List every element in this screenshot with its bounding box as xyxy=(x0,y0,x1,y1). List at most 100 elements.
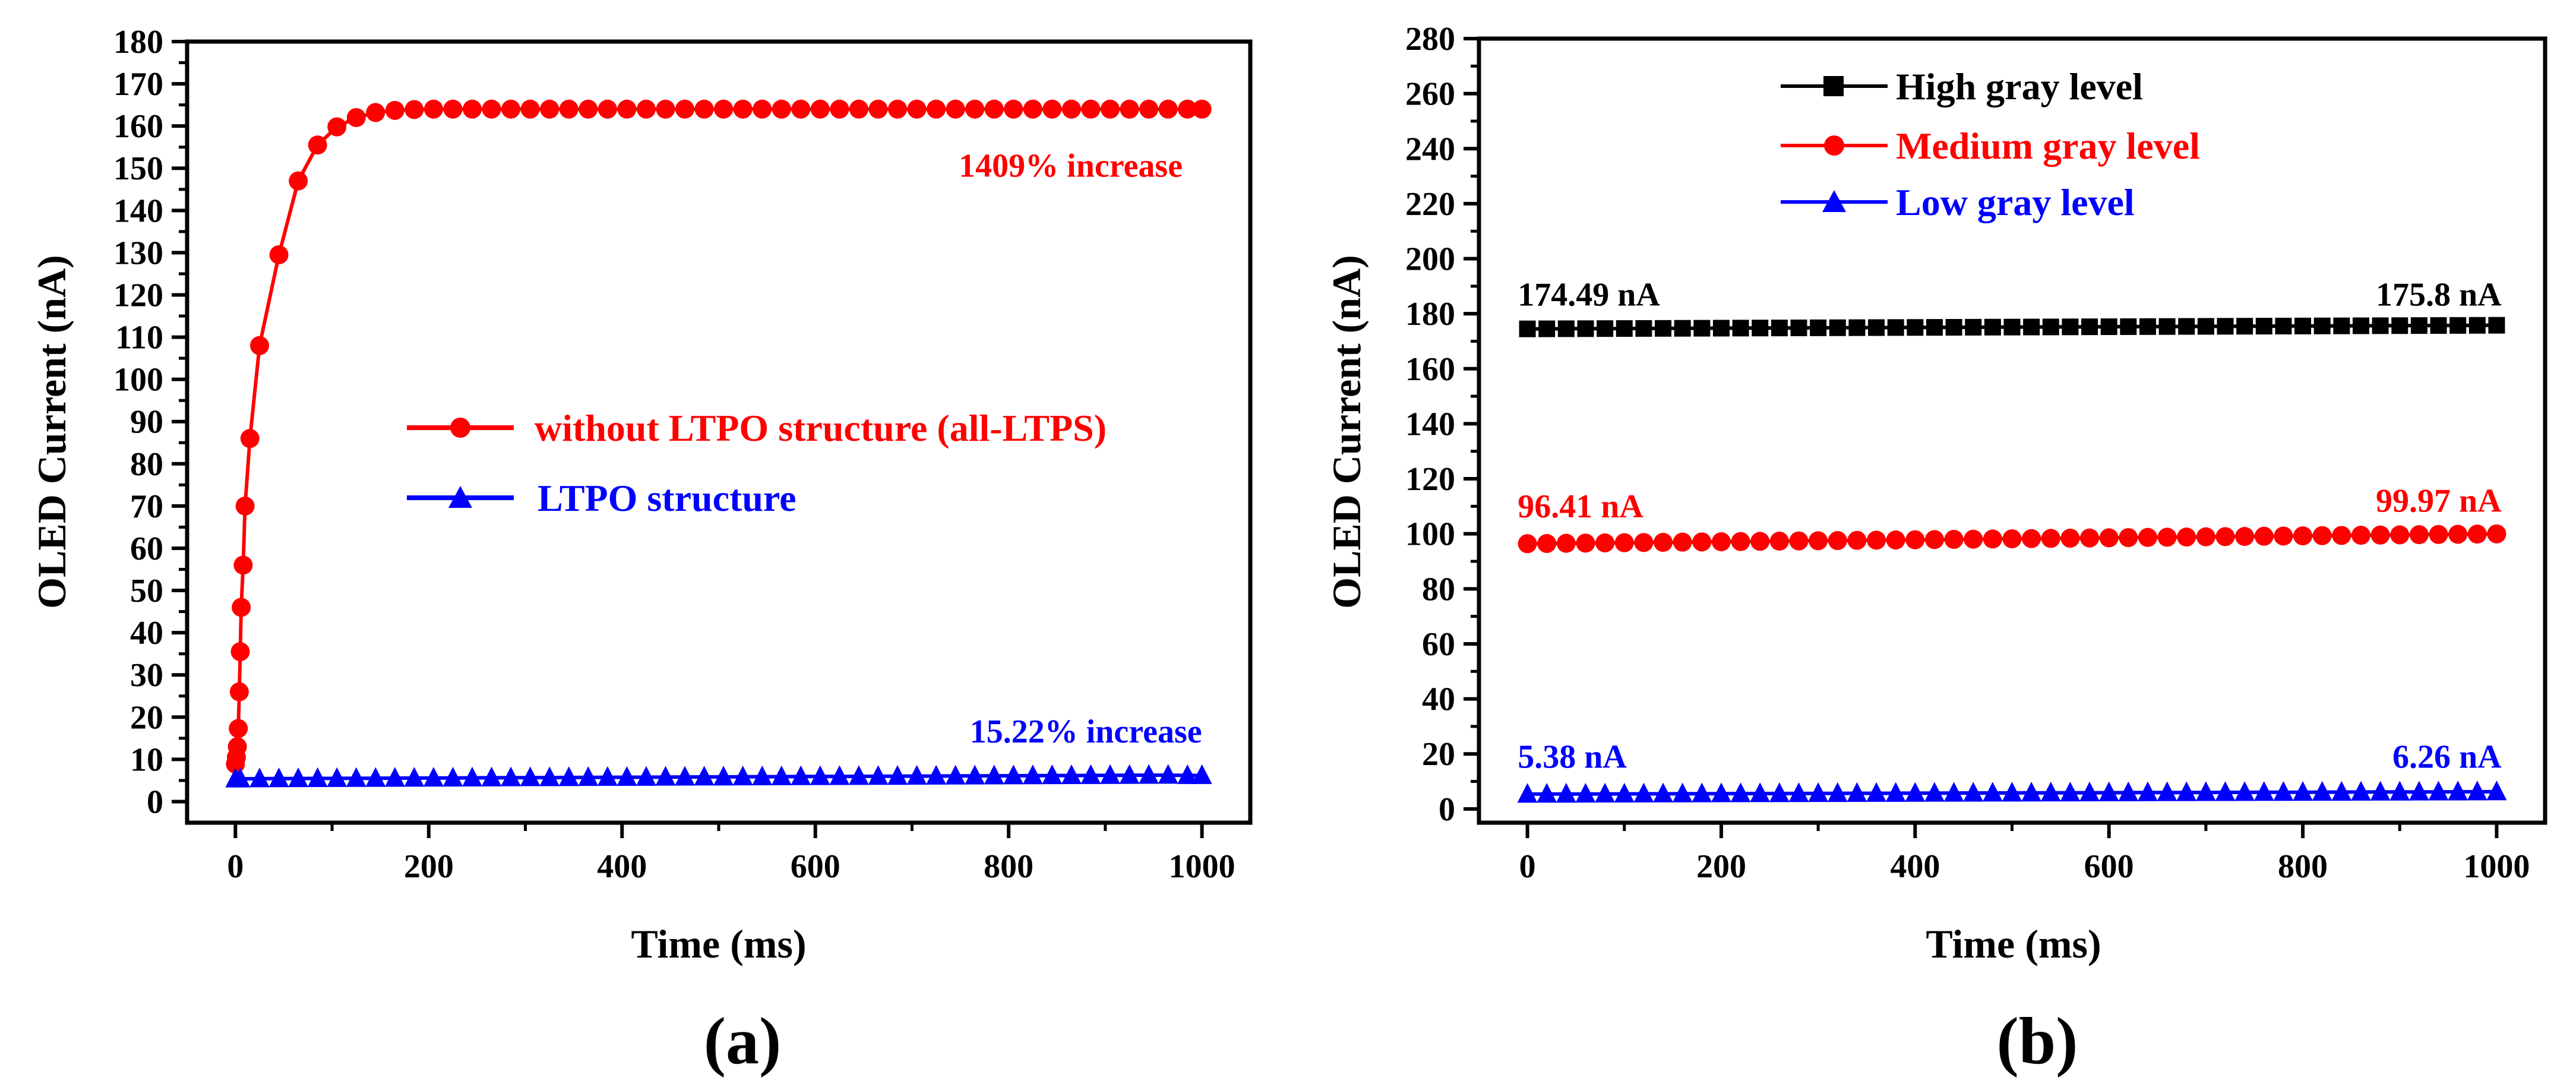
chart-a-ytick-label: 50 xyxy=(130,573,163,609)
chart-b-series-1-point xyxy=(2332,526,2351,545)
chart-b-ytick-label: 160 xyxy=(1405,351,1455,388)
chart-b-annotation-2: 96.41 nA xyxy=(1518,488,1643,525)
chart-a-series-0-point xyxy=(540,99,560,119)
chart-b-series-2-point xyxy=(2157,781,2177,801)
legend-b-label-2: Low gray level xyxy=(1896,181,2135,223)
chart-a-series-0-point xyxy=(232,598,251,617)
chart-a-series-1-point xyxy=(965,764,985,785)
chart-a-series-0-point xyxy=(772,99,791,119)
chart-b-series-1-point xyxy=(1576,533,1595,553)
chart-a-series-0-point xyxy=(868,99,888,119)
chart-b-series-1 xyxy=(1518,524,2507,554)
chart-a-annotation-0: 1409% increase xyxy=(959,147,1183,184)
chart-b-series-2-point xyxy=(1963,782,1984,802)
chart-b-xtick-label: 0 xyxy=(1519,848,1536,885)
chart-b-series-2-point xyxy=(2176,781,2197,801)
chart-b-series-0-point xyxy=(2333,317,2350,334)
chart-a-series-0-point xyxy=(636,99,656,119)
chart-b-series-1-point xyxy=(1886,530,1905,550)
chart-b-series-1-point xyxy=(1983,529,2002,549)
chart-a-series-0-point xyxy=(675,99,695,119)
chart-b-ylabel: OLED Current (nA) xyxy=(1324,255,1369,609)
chart-b-series-2-point xyxy=(2409,781,2429,801)
chart-b-series-1-point xyxy=(1537,533,1557,553)
chart-b-series-2-point xyxy=(2060,781,2081,802)
chart-a-series-0-point xyxy=(240,429,260,448)
chart-a-ytick-label: 180 xyxy=(113,24,163,61)
chart-b-series-2-point xyxy=(2040,782,2061,802)
chart-b-series-0-point xyxy=(1907,319,1924,336)
chart-b-series-2-point xyxy=(1692,782,1712,803)
chart-b-series-2-point xyxy=(2331,781,2352,801)
chart-a-series-0-point xyxy=(520,99,540,119)
chart-b-series-1-point xyxy=(1518,534,1537,554)
legend-a-marker-1 xyxy=(448,486,472,508)
chart-a-series-0-point xyxy=(233,555,253,575)
chart-b-series-1-point xyxy=(1595,533,1615,552)
chart-a-ytick-label: 140 xyxy=(113,192,163,229)
chart-a-series-0-point xyxy=(230,642,250,662)
chart-b-ytick-label: 0 xyxy=(1439,791,1455,828)
chart-b-xtick-label: 400 xyxy=(1890,848,1940,885)
chart-b-series-2-point xyxy=(1556,783,1576,803)
chart-b-series-0-point xyxy=(2275,317,2292,334)
chart-b-series-2-point xyxy=(2098,781,2119,801)
chart-b-ytick-label: 120 xyxy=(1405,461,1455,498)
chart-b-series-2-point xyxy=(1711,782,1731,803)
chart-b-legend: High gray level Medium gray level Low gr… xyxy=(1781,65,2200,223)
chart-a-series-1-point xyxy=(1042,764,1063,785)
chart-a-series-0-point xyxy=(229,682,249,702)
chart-b-series-0-point xyxy=(2023,318,2040,336)
chart-b-series-1-point xyxy=(2351,526,2370,545)
chart-b-xtick-label: 800 xyxy=(2278,848,2328,885)
chart-b-series-0-point xyxy=(2062,318,2079,336)
chart-a-xtick-label: 0 xyxy=(227,848,244,885)
chart-a-xlabel: Time (ms) xyxy=(631,921,806,966)
chart-b-ytick-label: 40 xyxy=(1422,681,1455,718)
chart-b-series-0-point xyxy=(1829,319,1846,336)
chart-a-series-1-point xyxy=(230,767,251,788)
chart-a-series-1-point xyxy=(1158,764,1178,784)
chart-a-ytick-label: 90 xyxy=(130,404,163,441)
chart-b-ytick-label: 240 xyxy=(1405,131,1455,168)
chart-a-series-0-point xyxy=(235,496,255,516)
chart-a-series-1-point xyxy=(442,766,463,787)
chart-a-series-0-point xyxy=(1178,99,1197,119)
chart-b-series-0-point xyxy=(2410,317,2428,334)
chart-a-series-1-point xyxy=(307,767,328,787)
chart-a-series-0-point xyxy=(1081,99,1101,119)
chart-b-series-2-point xyxy=(2079,781,2100,802)
chart-b-series-1-point xyxy=(1750,532,1770,551)
chart-b-series-1-point xyxy=(2002,529,2022,549)
chart-a: 0 10 20 30 40 50 60 70 80 90 100 110 120 130 140 150 160… xyxy=(29,24,1253,1078)
legend-a-label-1: LTPO structure xyxy=(538,477,796,519)
chart-b-series-2-point xyxy=(1982,782,2003,802)
chart-a-series-1-point xyxy=(462,766,483,786)
chart-b-series-0-point xyxy=(2217,318,2234,335)
chart-a-series-0-point xyxy=(1120,99,1139,119)
chart-a-series-1-point xyxy=(1003,764,1024,785)
chart-a-series-1-point xyxy=(268,767,289,788)
chart-b-annotations: 174.49 nA 175.8 nA 96.41 nA 99.97 nA 5.38 nA… xyxy=(1518,276,2502,775)
chart-b-series-0-point xyxy=(1577,320,1594,337)
chart-b-series-0-point xyxy=(2391,317,2409,334)
chart-b-series-0-point xyxy=(1790,319,1807,336)
chart-a-series-0-point xyxy=(1192,99,1212,119)
chart-a-series-1-point xyxy=(404,767,425,787)
chart-a-series-1-point xyxy=(752,765,773,786)
chart-b-series-0-point xyxy=(2255,318,2272,335)
chart-b-series-0-point xyxy=(2042,318,2059,336)
chart-a-series-0-point xyxy=(559,99,579,119)
chart-a-series-1-point xyxy=(501,766,521,786)
legend-b-marker-0 xyxy=(1823,76,1844,96)
chart-a-ytick-label: 160 xyxy=(113,108,163,145)
chart-b-series-0-point xyxy=(2100,318,2117,336)
chart-b-series-1-point xyxy=(2215,527,2235,546)
chart-b-series-1-point xyxy=(1673,532,1692,552)
chart-b-series-0-point xyxy=(1752,320,1769,337)
chart-a-series-0-point xyxy=(753,99,772,119)
chart-b-series-2-point xyxy=(2273,781,2294,801)
chart-a-series-1-point xyxy=(249,767,270,788)
chart-b-ytick-label: 140 xyxy=(1405,406,1455,443)
chart-a-series-0-point xyxy=(927,99,946,119)
